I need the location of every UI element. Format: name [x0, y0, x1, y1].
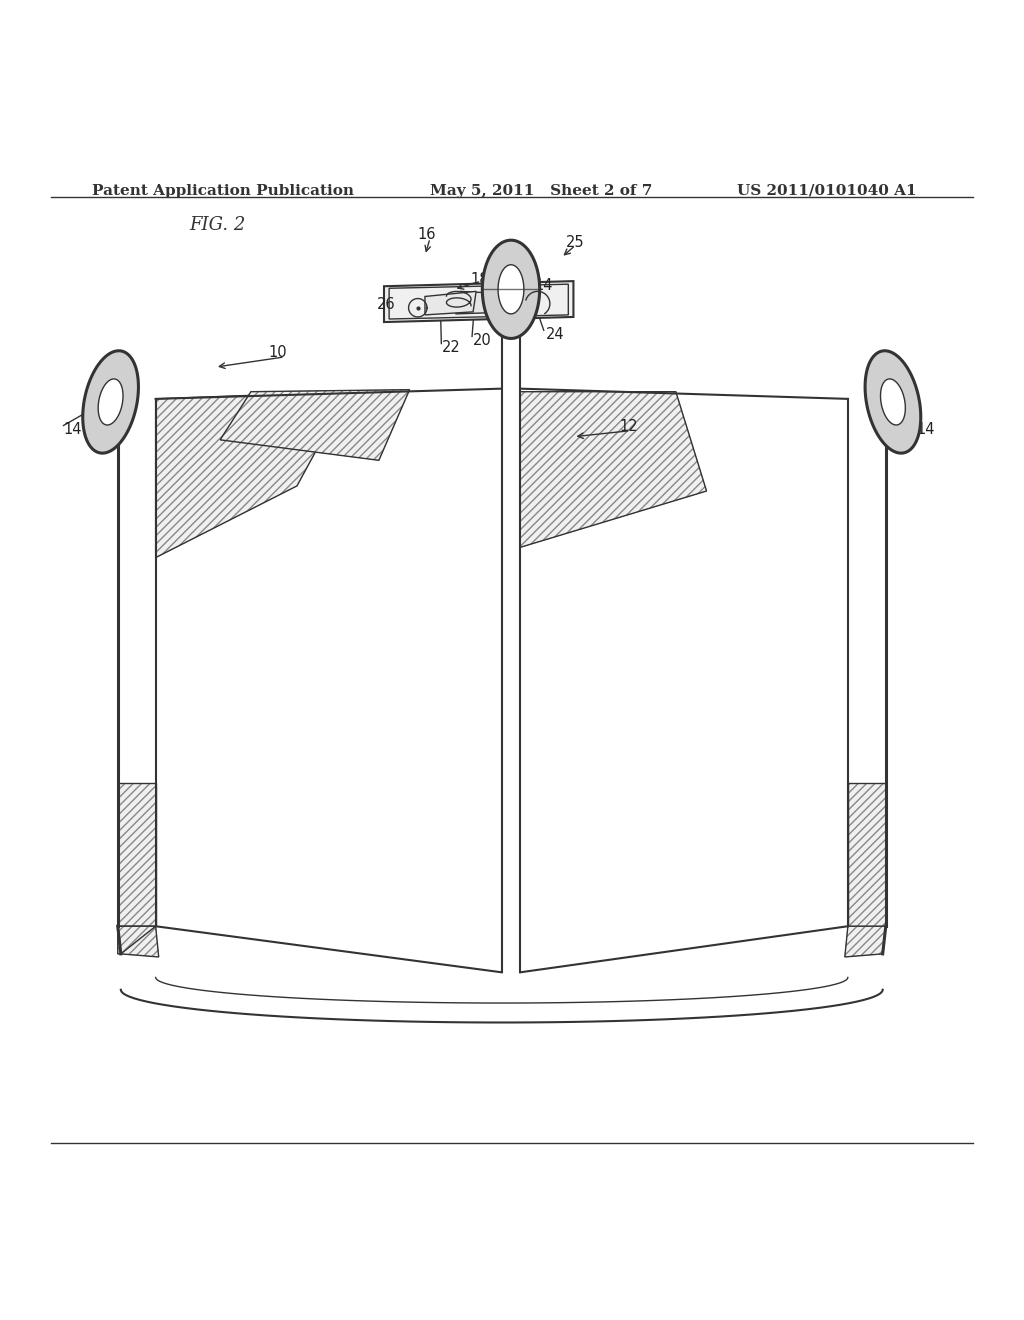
Text: 14: 14 [63, 422, 82, 437]
Polygon shape [118, 927, 156, 954]
Polygon shape [845, 927, 886, 957]
Text: US 2011/0101040 A1: US 2011/0101040 A1 [737, 183, 916, 198]
Text: 12: 12 [620, 418, 638, 434]
Polygon shape [865, 351, 921, 453]
Polygon shape [156, 392, 348, 557]
Polygon shape [425, 292, 476, 315]
Text: 22: 22 [442, 341, 461, 355]
Polygon shape [118, 783, 156, 927]
Text: FIG. 2: FIG. 2 [189, 215, 246, 234]
Polygon shape [881, 379, 905, 425]
Polygon shape [848, 783, 886, 927]
Polygon shape [98, 379, 123, 425]
Text: 25: 25 [566, 235, 585, 249]
Text: 14: 14 [535, 277, 553, 293]
Polygon shape [118, 927, 159, 957]
Text: Patent Application Publication: Patent Application Publication [92, 183, 354, 198]
Text: 26: 26 [377, 297, 395, 312]
Text: 24: 24 [546, 327, 564, 342]
Polygon shape [220, 389, 410, 461]
Text: 10: 10 [268, 346, 287, 360]
Text: 18: 18 [470, 272, 488, 286]
Polygon shape [384, 281, 573, 322]
Polygon shape [520, 392, 707, 548]
Text: May 5, 2011   Sheet 2 of 7: May 5, 2011 Sheet 2 of 7 [430, 183, 652, 198]
Text: 19: 19 [479, 301, 498, 317]
Text: 14: 14 [916, 422, 935, 437]
Text: 20: 20 [473, 333, 492, 348]
Text: 16: 16 [418, 227, 436, 242]
Polygon shape [482, 240, 540, 338]
Polygon shape [498, 265, 524, 314]
Polygon shape [83, 351, 138, 453]
Polygon shape [456, 292, 538, 314]
